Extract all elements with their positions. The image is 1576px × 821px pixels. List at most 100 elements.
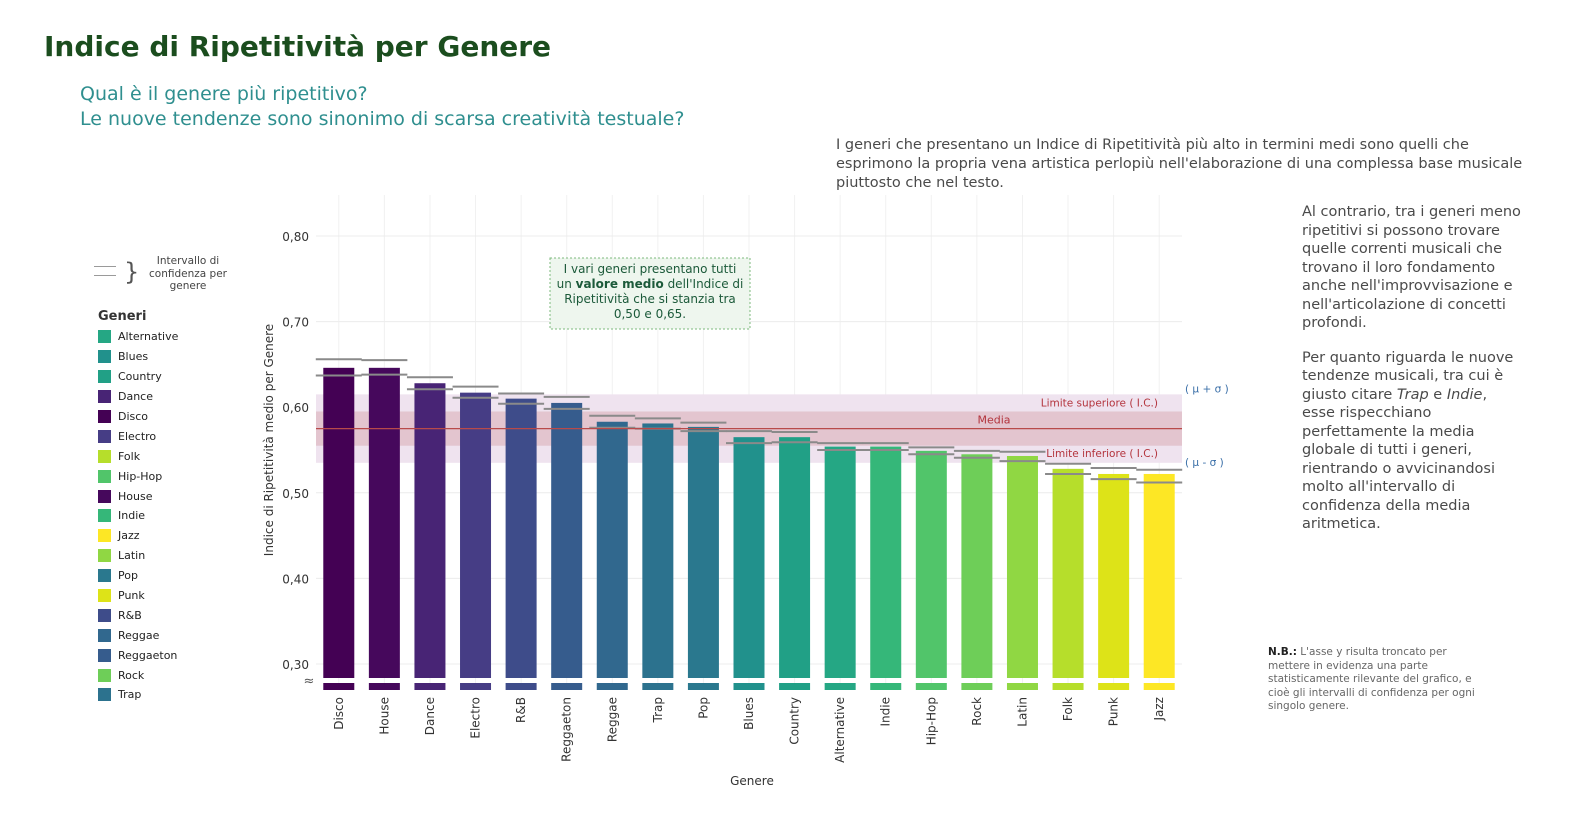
bar-stub (414, 683, 446, 690)
legend-item[interactable]: Reggaeton (98, 645, 178, 665)
x-tick-label: Alternative (833, 697, 847, 763)
legend-label: Electro (118, 429, 157, 443)
x-tick-label: Indie (879, 697, 893, 726)
bar-stub (368, 683, 400, 690)
legend-label: Dance (118, 390, 153, 404)
legend-label: Alternative (118, 330, 179, 344)
legend-swatch (98, 648, 111, 662)
x-tick-label: Reggae (605, 697, 619, 742)
bar (870, 446, 902, 678)
legend-swatch (98, 688, 111, 702)
legend-item[interactable]: Punk (98, 586, 178, 606)
mu-plus-sigma-label: ( μ + σ ) (1185, 383, 1229, 395)
legend-item[interactable]: House (98, 486, 178, 506)
bar (915, 450, 947, 678)
description-trap: Trap (1396, 386, 1429, 403)
legend-label: Pop (118, 569, 138, 583)
y-tick-label: 0,60 (282, 401, 309, 415)
bar-stub (961, 683, 993, 690)
bar (323, 367, 355, 678)
bar (779, 437, 811, 678)
legend-swatch (98, 589, 111, 603)
legend-item[interactable]: Jazz (98, 526, 178, 546)
x-tick-label: Dance (423, 697, 437, 735)
legend-swatch (98, 449, 111, 463)
legend-item[interactable]: Blues (98, 347, 178, 367)
legend-label: Country (118, 370, 162, 384)
legend-item[interactable]: R&B (98, 605, 178, 625)
footnote-label: N.B.: (1268, 646, 1297, 658)
x-tick-label: Jazz (1152, 697, 1166, 722)
bar-stub (1052, 683, 1084, 690)
x-axis-title: Genere (730, 774, 774, 788)
annotation-span: dell'Indice di (664, 277, 744, 291)
bar (368, 367, 400, 678)
legend-swatch (98, 410, 111, 423)
subtitle-question-1: Qual è il genere più ripetitivo? (80, 83, 368, 105)
legend-item[interactable]: Alternative (98, 327, 178, 347)
y-axis-title: Indice di Ripetitività medio per Genere (262, 324, 276, 556)
legend-item[interactable]: Folk (98, 446, 178, 466)
bar (824, 446, 856, 678)
bar-stub (915, 683, 947, 690)
legend-swatch (98, 549, 111, 563)
legend-swatch (98, 668, 111, 682)
ci-lines-icon (94, 266, 116, 276)
legend-item[interactable]: Latin (98, 546, 178, 566)
description-top: I generi che presentano un Indice di Rip… (836, 137, 1523, 191)
x-tick-label: Latin (1015, 697, 1029, 727)
legend-item[interactable]: Disco (98, 407, 178, 427)
bar (687, 426, 719, 678)
bar (733, 437, 765, 678)
description-right-paragraph-2: Per quanto riguarda le nuove tendenze mu… (1302, 349, 1522, 534)
x-tick-label: Disco (332, 697, 346, 730)
legend-item[interactable]: Hip-Hop (98, 466, 178, 486)
legend-item[interactable]: Electro (98, 426, 178, 446)
bar-stub (505, 683, 537, 690)
x-tick-label: Hip-Hop (924, 697, 938, 745)
legend-swatch (98, 608, 111, 622)
bar-stub (323, 683, 355, 690)
bar-stub (733, 683, 765, 690)
annotation-span: un (557, 277, 576, 291)
bar-stub (824, 683, 856, 690)
annotation-line-2: un valore medio dell'Indice di (557, 277, 744, 291)
y-tick-label: 0,80 (282, 230, 309, 244)
x-tick-label: Country (788, 697, 802, 745)
legend-title: Generi (98, 309, 147, 324)
legend-label: Disco (118, 410, 149, 423)
bar (1006, 455, 1038, 678)
y-tick-label: 0,40 (282, 572, 309, 586)
bar (460, 392, 492, 678)
legend-item[interactable]: Trap (98, 685, 178, 705)
annotation-span: valore medio (576, 277, 664, 291)
legend-label: Folk (118, 449, 141, 463)
legend-swatch (98, 390, 111, 404)
description-and: e (1428, 386, 1447, 403)
x-tick-label: Pop (696, 697, 710, 719)
legend-swatch (98, 469, 111, 483)
lower-limit-label: Limite inferiore ( I.C.) (1046, 448, 1158, 460)
legend-label: Hip-Hop (118, 469, 163, 483)
legend-swatch (98, 529, 111, 543)
legend-swatch (98, 509, 111, 523)
legend-item[interactable]: Dance (98, 387, 178, 407)
brace-icon: } (124, 258, 140, 286)
annotation-line-3: Ripetitività che si stanzia tra (564, 292, 736, 306)
legend-item[interactable]: Rock (98, 665, 178, 685)
legend-swatch (98, 628, 111, 642)
bar-stub (551, 683, 583, 690)
legend-label: Trap (118, 688, 142, 702)
mean-label: Media (977, 414, 1010, 427)
description-p2-start: Per quanto riguarda le nuove tendenze mu… (1302, 349, 1514, 403)
legend-item[interactable]: Indie (98, 506, 178, 526)
bar-stub (1006, 683, 1038, 690)
x-tick-label: R&B (514, 697, 528, 723)
x-tick-label: Blues (742, 697, 756, 730)
bar-stub (460, 683, 492, 690)
legend-item[interactable]: Country (98, 367, 178, 387)
legend-item[interactable]: Pop (98, 566, 178, 586)
annotation-box (549, 257, 751, 330)
bar (1052, 468, 1084, 678)
legend-item[interactable]: Reggae (98, 625, 178, 645)
